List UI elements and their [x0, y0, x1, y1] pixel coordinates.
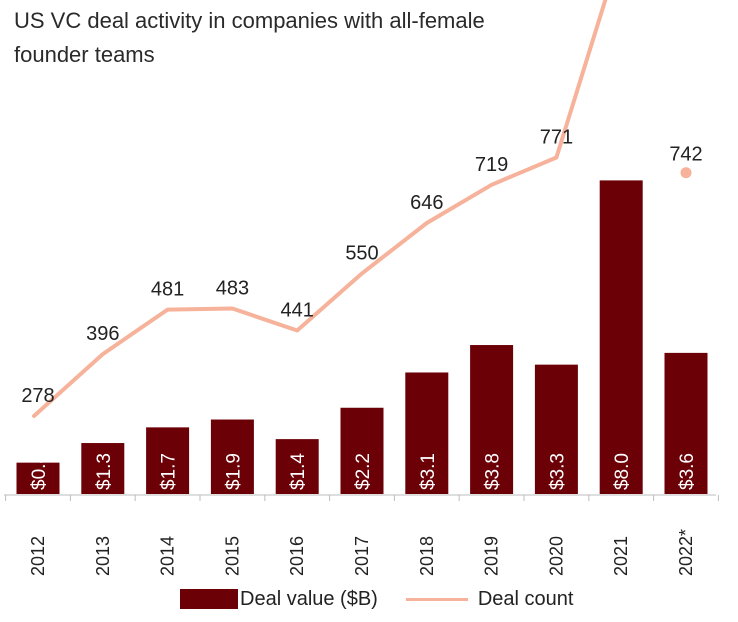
x-tick-label-4: 2016 — [287, 536, 307, 576]
legend-deal-count-label: Deal count — [477, 587, 574, 610]
deal-value-bar-1 — [81, 443, 125, 494]
deal-value-label-7: $3.8 — [483, 453, 504, 490]
deal-value-bar-0 — [16, 462, 60, 494]
deal-count-label-4: 441 — [281, 300, 314, 322]
deal-value-label-3: $1.9 — [223, 453, 244, 490]
deal-value-label-10: $3.6 — [677, 453, 698, 490]
deal-value-bar-6 — [405, 372, 449, 494]
deal-value-bar-4 — [275, 439, 319, 494]
deal-count-line — [32, 0, 608, 418]
chart-legend: Deal value ($B) Deal count — [180, 585, 573, 613]
deal-value-bar-7 — [470, 345, 514, 494]
x-tick-label-5: 2017 — [352, 536, 372, 576]
deal-value-bar-9 — [599, 180, 643, 494]
deal-count-label-2: 481 — [151, 279, 184, 301]
deal-count-label-7: 719 — [475, 154, 508, 176]
x-tick-label-2: 2014 — [158, 536, 178, 576]
x-tick-label-1: 2013 — [93, 536, 113, 576]
legend-deal-count-swatch — [405, 597, 468, 601]
deal-value-label-5: $2.2 — [353, 453, 374, 490]
deal-value-bar-5 — [340, 407, 384, 494]
x-tick-label-0: 2012 — [28, 536, 48, 576]
deal-value-label-6: $3.1 — [418, 453, 439, 490]
deal-value-label-1: $1.3 — [94, 453, 115, 490]
x-tick-label-10: 2022* — [676, 529, 696, 576]
deal-value-bar-10 — [664, 352, 708, 494]
deal-count-label-3: 483 — [216, 278, 249, 300]
deal-value-label-0: $0.8 — [29, 453, 50, 490]
deal-value-label-8: $3.3 — [547, 453, 568, 490]
deal-value-label-4: $1.4 — [288, 453, 309, 490]
deal-count-point-10 — [680, 167, 692, 179]
x-tick-label-9: 2021 — [611, 536, 631, 576]
deal-count-label-6: 646 — [410, 192, 443, 214]
deal-count-label-0: 278 — [21, 385, 54, 407]
deal-value-label-9: $8.0 — [612, 453, 633, 490]
chart-title-line-1: US VC deal activity in companies with al… — [14, 8, 485, 33]
deal-count-label-10: 742 — [669, 144, 702, 166]
deal-count-label-1: 396 — [86, 323, 119, 345]
chart-title-line-2: founder teams — [14, 42, 155, 67]
deal-count-label-5: 550 — [345, 242, 378, 264]
x-tick-label-8: 2020 — [546, 536, 566, 576]
x-tick-label-7: 2019 — [482, 536, 502, 576]
x-tick-label-3: 2015 — [222, 536, 242, 576]
deal-value-label-2: $1.7 — [159, 453, 180, 490]
deal-value-bar-8 — [534, 364, 578, 494]
chart-title: US VC deal activity in companies with al… — [14, 4, 714, 72]
deal-count-label-8: 771 — [540, 126, 573, 148]
deal-value-bar-2 — [146, 427, 190, 494]
legend-deal-value-swatch — [180, 589, 238, 609]
deal-value-bar-3 — [210, 419, 254, 494]
x-tick-label-6: 2018 — [417, 536, 437, 576]
legend-deal-value-label: Deal value ($B) — [240, 587, 378, 610]
